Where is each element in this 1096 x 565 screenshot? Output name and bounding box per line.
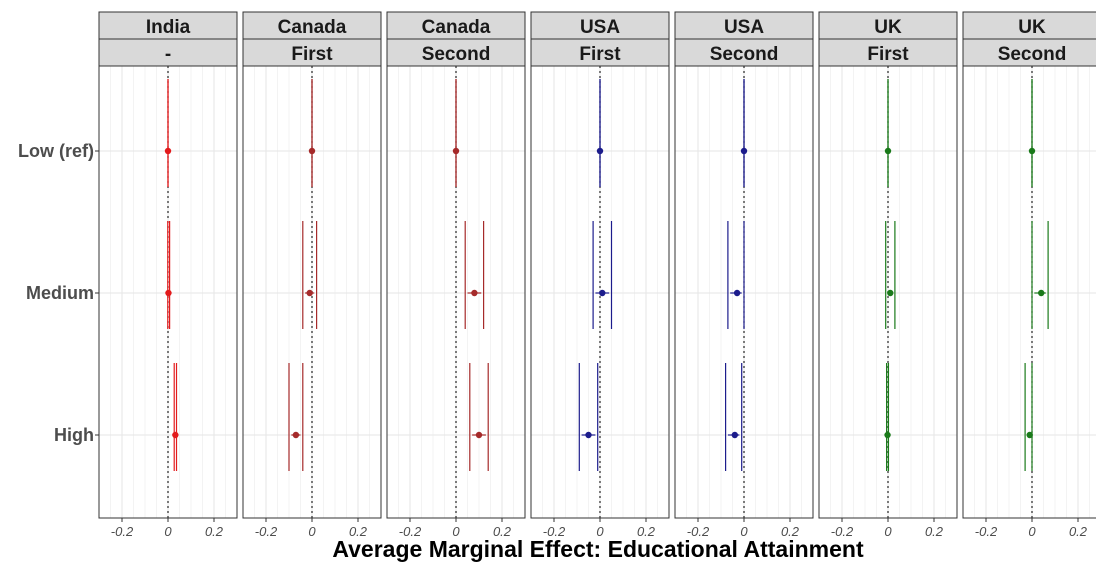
strip-top-label: UK	[874, 17, 902, 38]
point-estimate	[306, 289, 313, 297]
x-tick-label: 0.2	[925, 524, 944, 539]
point-estimate	[884, 147, 892, 155]
x-tick-label: 0	[164, 524, 172, 539]
point-estimate	[740, 147, 748, 155]
strip-top-bg	[242, 11, 382, 40]
point-estimate	[1026, 431, 1033, 439]
x-tick-label: -0.2	[255, 524, 278, 539]
x-tick-label: 0.2	[205, 524, 224, 539]
point-estimate	[475, 431, 483, 439]
point-estimate	[164, 147, 172, 155]
facet-panel: India - -0.2 0 0.2	[98, 11, 238, 539]
strip-bottom-label: Second	[998, 44, 1067, 65]
x-tick-label: -0.2	[543, 524, 566, 539]
point-estimate	[1028, 147, 1036, 155]
strip-bottom-bg	[962, 38, 1096, 67]
y-tick-label: Low (ref)	[18, 141, 94, 161]
strip-bottom-label: First	[867, 44, 909, 65]
strip-bottom-label: First	[579, 44, 621, 65]
x-tick-label: 0.2	[349, 524, 368, 539]
point-estimate	[452, 147, 460, 155]
y-axis-labels: Low (ref) Medium High	[18, 141, 99, 445]
x-tick-label: -0.2	[975, 524, 998, 539]
x-axis-title: Average Marginal Effect: Educational Att…	[332, 536, 864, 562]
point-estimate	[308, 147, 316, 155]
facet-panel: USA First -0.2 0 0.2	[530, 11, 670, 539]
point-estimate	[733, 289, 741, 297]
point-estimate	[599, 289, 606, 297]
panel-background	[963, 66, 1096, 518]
x-tick-label: 0.2	[1069, 524, 1088, 539]
point-estimate	[884, 431, 891, 439]
x-tick-label: 0	[452, 524, 460, 539]
point-estimate	[731, 431, 738, 439]
facet-panel: UK Second -0.2 0 0.2	[962, 11, 1096, 539]
facet-panel: USA Second -0.2 0 0.2	[674, 11, 814, 539]
x-tick-label: -0.2	[111, 524, 134, 539]
strip-bottom-bg	[674, 38, 814, 67]
x-tick-label: -0.2	[687, 524, 710, 539]
facet-panels: India - -0.2 0 0.2 Canada First -0.2 0 0.2 Canada S…	[98, 11, 1096, 539]
strip-bottom-label: -	[165, 44, 171, 65]
strip-top-bg	[98, 11, 238, 40]
strip-top-label: UK	[1018, 17, 1046, 38]
strip-top-label: Canada	[422, 17, 491, 38]
strip-top-label: India	[146, 17, 191, 38]
facet-panel: Canada Second -0.2 0 0.2	[386, 11, 526, 539]
point-estimate	[165, 289, 172, 297]
x-tick-label: 0	[596, 524, 604, 539]
strip-bottom-bg	[242, 38, 382, 67]
x-tick-label: -0.2	[399, 524, 422, 539]
strip-bottom-bg	[98, 38, 238, 67]
point-estimate	[471, 289, 478, 297]
x-tick-label: 0.2	[781, 524, 800, 539]
strip-top-bg	[530, 11, 670, 40]
x-tick-label: 0	[740, 524, 748, 539]
point-estimate	[1038, 289, 1045, 297]
y-tick-label: High	[54, 425, 94, 445]
strip-top-label: USA	[580, 17, 620, 38]
x-tick-label: 0	[1028, 524, 1036, 539]
point-estimate	[887, 289, 894, 297]
point-estimate	[172, 431, 179, 439]
x-tick-label: -0.2	[831, 524, 854, 539]
strip-top-label: USA	[724, 17, 764, 38]
facet-panel: UK First -0.2 0 0.2	[818, 11, 958, 539]
x-tick-label: 0	[308, 524, 316, 539]
point-estimate	[292, 431, 300, 439]
strip-top-bg	[818, 11, 958, 40]
point-estimate	[585, 431, 592, 439]
strip-bottom-label: First	[291, 44, 333, 65]
strip-bottom-bg	[818, 38, 958, 67]
x-tick-label: 0.2	[637, 524, 656, 539]
strip-bottom-bg	[530, 38, 670, 67]
strip-bottom-label: Second	[422, 44, 491, 65]
y-tick-label: Medium	[26, 283, 94, 303]
strip-bottom-label: Second	[710, 44, 779, 65]
x-tick-label: 0	[884, 524, 892, 539]
strip-top-label: Canada	[278, 17, 347, 38]
strip-top-bg	[386, 11, 526, 40]
facet-panel: Canada First -0.2 0 0.2	[242, 11, 382, 539]
point-estimate	[596, 147, 604, 155]
strip-bottom-bg	[386, 38, 526, 67]
x-tick-label: 0.2	[493, 524, 512, 539]
